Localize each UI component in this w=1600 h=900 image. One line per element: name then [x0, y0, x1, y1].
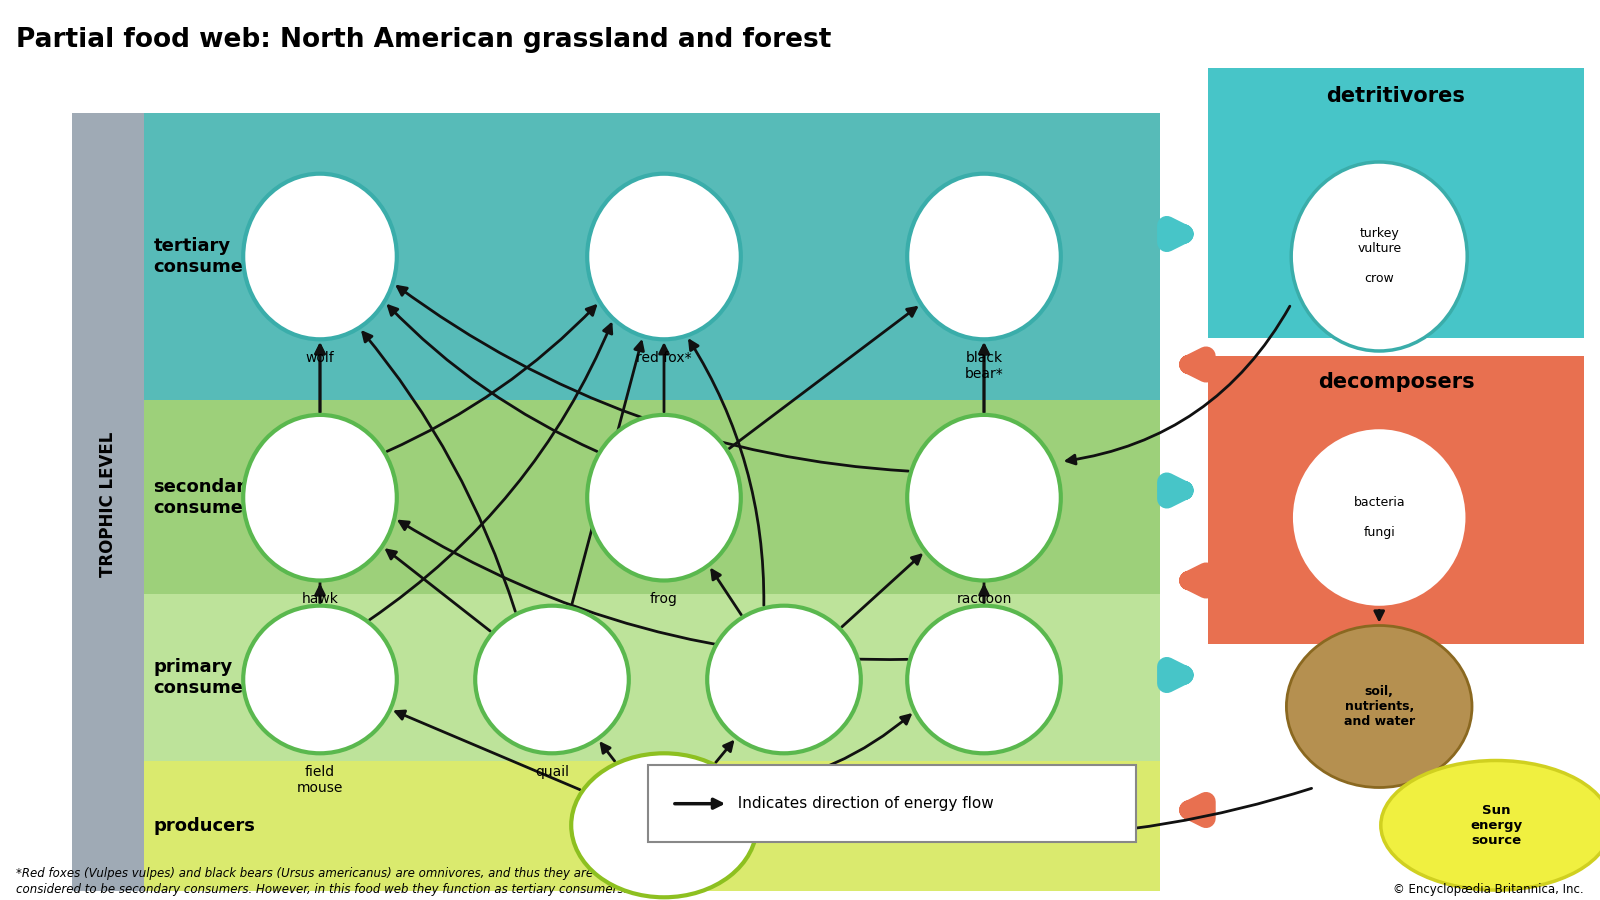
Ellipse shape [571, 753, 757, 897]
Text: *Red foxes (Vulpes vulpes) and black bears (Ursus americanus) are omnivores, and: *Red foxes (Vulpes vulpes) and black bea… [16, 868, 658, 896]
Text: frog: frog [650, 592, 678, 607]
FancyBboxPatch shape [1208, 356, 1584, 644]
Text: bacteria

fungi: bacteria fungi [1354, 496, 1405, 539]
FancyBboxPatch shape [1208, 68, 1584, 338]
Ellipse shape [243, 415, 397, 580]
Ellipse shape [1291, 428, 1467, 608]
Text: field
mouse: field mouse [298, 765, 342, 796]
Text: red fox*: red fox* [637, 351, 691, 365]
Ellipse shape [475, 606, 629, 753]
Text: soil,
nutrients,
and water: soil, nutrients, and water [1344, 685, 1414, 728]
Text: detritivores: detritivores [1326, 86, 1466, 105]
Ellipse shape [1286, 626, 1472, 788]
Ellipse shape [587, 415, 741, 580]
Text: hawk: hawk [301, 592, 339, 607]
Text: TROPHIC LEVEL: TROPHIC LEVEL [99, 431, 117, 577]
Text: Partial food web: North American grassland and forest: Partial food web: North American grassla… [16, 27, 832, 53]
Text: primary
consumers: primary consumers [154, 658, 262, 697]
Ellipse shape [587, 174, 741, 339]
Text: secondary
consumers: secondary consumers [154, 478, 262, 517]
Text: producers: producers [154, 817, 256, 835]
Text: raccoon: raccoon [957, 592, 1011, 607]
FancyBboxPatch shape [144, 594, 1160, 760]
Ellipse shape [907, 606, 1061, 753]
FancyBboxPatch shape [144, 760, 1160, 891]
FancyBboxPatch shape [648, 765, 1136, 842]
Text: Sun
energy
source: Sun energy source [1470, 804, 1522, 847]
FancyBboxPatch shape [72, 112, 144, 891]
Text: turkey
vulture

crow: turkey vulture crow [1357, 228, 1402, 285]
FancyBboxPatch shape [144, 400, 1160, 594]
Text: © Encyclopædia Britannica, Inc.: © Encyclopædia Britannica, Inc. [1394, 883, 1584, 896]
Ellipse shape [907, 415, 1061, 580]
Text: quail: quail [534, 765, 570, 779]
Ellipse shape [1381, 760, 1600, 890]
Ellipse shape [243, 174, 397, 339]
Ellipse shape [1291, 162, 1467, 351]
Text: Indicates direction of energy flow: Indicates direction of energy flow [728, 796, 994, 811]
Text: wolf: wolf [306, 351, 334, 365]
Text: tertiary
consumers: tertiary consumers [154, 237, 262, 276]
Text: squirrel: squirrel [958, 765, 1010, 779]
Ellipse shape [907, 174, 1061, 339]
Ellipse shape [243, 606, 397, 753]
Ellipse shape [707, 606, 861, 753]
FancyBboxPatch shape [144, 112, 1160, 400]
Text: decomposers: decomposers [1318, 372, 1474, 392]
Text: black
bear*: black bear* [965, 351, 1003, 382]
Text: beetle: beetle [762, 765, 806, 779]
